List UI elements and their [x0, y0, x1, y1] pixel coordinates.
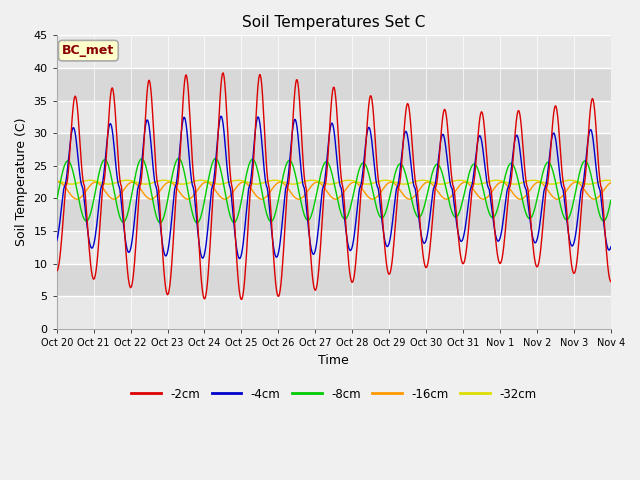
X-axis label: Time: Time: [319, 354, 349, 367]
Bar: [57, 68, 611, 101]
Bar: [57, 36, 611, 68]
Y-axis label: Soil Temperature (C): Soil Temperature (C): [15, 118, 28, 246]
Text: BC_met: BC_met: [62, 44, 115, 57]
Title: Soil Temperatures Set C: Soil Temperatures Set C: [242, 15, 426, 30]
Bar: [57, 199, 611, 231]
Bar: [57, 296, 611, 329]
Bar: [57, 231, 611, 264]
Bar: [57, 264, 611, 296]
Bar: [57, 166, 611, 199]
Bar: [57, 133, 611, 166]
Legend: -2cm, -4cm, -8cm, -16cm, -32cm: -2cm, -4cm, -8cm, -16cm, -32cm: [126, 383, 541, 405]
Bar: [57, 101, 611, 133]
